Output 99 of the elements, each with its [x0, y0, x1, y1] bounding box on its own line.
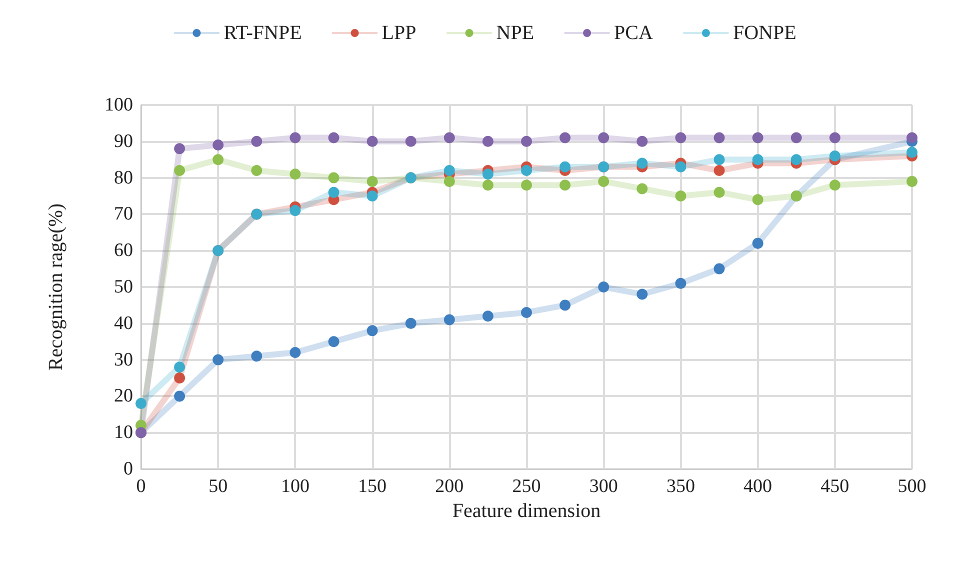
point: [405, 318, 416, 329]
y-tick-label: 20: [114, 386, 133, 407]
point: [675, 190, 686, 202]
point: [444, 165, 455, 176]
y-tick-label: 70: [114, 204, 133, 225]
point: [405, 136, 416, 147]
point: [251, 350, 262, 362]
point: [598, 176, 610, 187]
legend-label: RT-FNPE: [224, 22, 302, 44]
point: [636, 136, 648, 147]
point: [174, 143, 186, 154]
x-tick-label: 450: [820, 476, 850, 497]
point: [598, 132, 610, 144]
point: [328, 132, 340, 144]
x-tick-label: 150: [358, 476, 387, 497]
point: [444, 314, 455, 326]
point: [251, 136, 262, 147]
point: [482, 310, 494, 322]
point: [752, 194, 764, 206]
point: [482, 168, 494, 180]
y-tick-label: 10: [114, 422, 133, 444]
point: [790, 132, 802, 144]
point: [675, 161, 686, 172]
point: [636, 288, 648, 300]
point: [290, 132, 301, 144]
point: [636, 183, 648, 194]
point: [174, 165, 186, 176]
point: [906, 132, 918, 144]
point: [521, 165, 532, 176]
point: [290, 168, 301, 180]
x-tick-label: 50: [208, 476, 228, 497]
y-tick-label: 40: [114, 312, 133, 334]
x-axis-title: Feature dimension: [452, 500, 601, 522]
point: [328, 336, 340, 348]
x-tick-label: 300: [589, 476, 618, 497]
x-tick-label: 100: [280, 476, 310, 497]
point: [752, 132, 764, 144]
point: [714, 154, 725, 166]
point: [482, 180, 494, 191]
x-tick-label: 0: [136, 476, 146, 497]
point: [714, 132, 725, 144]
point: [366, 325, 378, 336]
y-tick-label: 80: [114, 167, 133, 188]
legend-label: FONPE: [732, 22, 796, 44]
point: [560, 300, 571, 311]
point: [212, 140, 224, 151]
legend-label: LPP: [382, 22, 416, 44]
point: [136, 398, 146, 409]
point: [714, 263, 725, 274]
y-tick-label: 50: [114, 276, 133, 298]
point: [636, 158, 648, 169]
point: [482, 136, 494, 147]
point: [328, 186, 340, 198]
y-tick-label: 100: [104, 94, 133, 116]
y-tick-label: 30: [114, 349, 133, 370]
point: [790, 154, 802, 166]
point: [212, 154, 224, 166]
point: [560, 161, 571, 172]
point: [174, 390, 186, 402]
x-tick-label: 350: [666, 476, 695, 497]
x-tick-label: 200: [435, 476, 464, 497]
point: [290, 347, 301, 358]
point: [675, 278, 686, 289]
point: [444, 132, 455, 144]
point: [829, 180, 840, 191]
point: [521, 180, 532, 191]
point: [714, 186, 725, 198]
point: [521, 136, 532, 147]
y-tick-label: 90: [114, 130, 133, 152]
point: [366, 190, 378, 202]
x-tick-label: 400: [744, 476, 772, 497]
point: [174, 362, 186, 373]
point: [598, 282, 610, 292]
x-tick-label: 250: [512, 476, 541, 497]
point: [829, 132, 840, 144]
point: [560, 180, 571, 191]
point: [752, 154, 764, 166]
point: [521, 306, 532, 318]
point: [675, 132, 686, 144]
point: [366, 136, 378, 147]
point: [906, 146, 918, 158]
point: [251, 165, 262, 176]
point: [752, 238, 764, 249]
y-axis-title: Recognition rage(%): [45, 203, 67, 371]
y-tick-label: 0: [124, 458, 133, 480]
legend-label: PCA: [614, 22, 654, 44]
y-tick-label: 60: [114, 240, 133, 262]
point: [444, 176, 455, 187]
point: [212, 354, 224, 366]
point: [829, 150, 840, 162]
point: [290, 205, 301, 216]
x-tick-label: 500: [898, 476, 926, 497]
point: [906, 176, 918, 187]
point: [328, 172, 340, 184]
point: [714, 165, 725, 176]
point: [366, 176, 378, 187]
legend-label: NPE: [496, 22, 534, 44]
point: [560, 132, 571, 144]
point: [174, 372, 186, 384]
